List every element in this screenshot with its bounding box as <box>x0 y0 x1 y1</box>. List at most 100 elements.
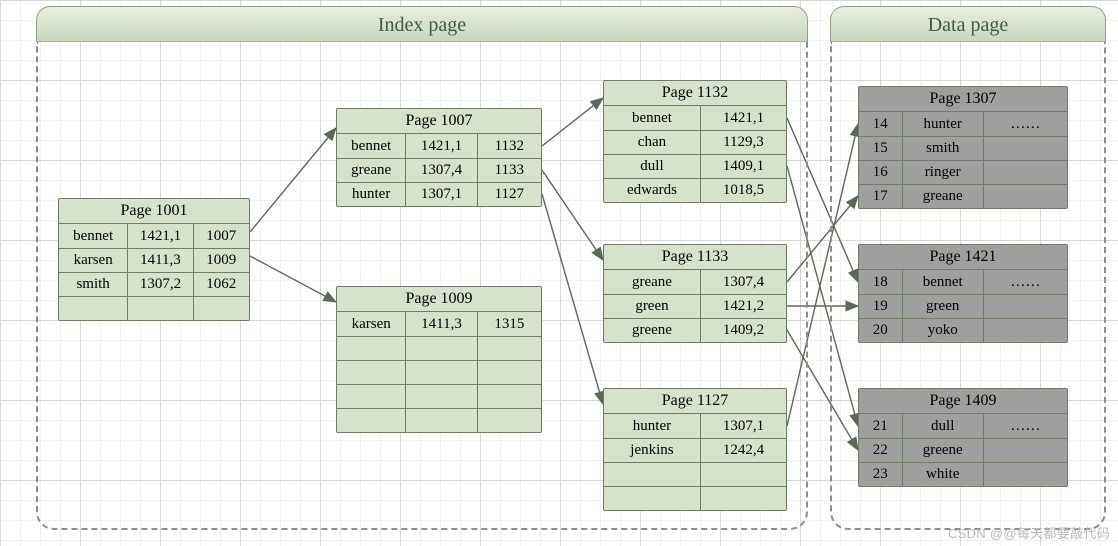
table-cell: bennet <box>337 134 406 158</box>
table-cell: 16 <box>859 160 903 184</box>
table-cell: white <box>903 462 984 486</box>
table-row: chan1129,3 <box>604 130 786 154</box>
table-row: 19green <box>859 294 1067 318</box>
page-p1133: Page 1133greane1307,4green1421,2greene14… <box>603 244 787 343</box>
table-cell <box>984 136 1067 160</box>
table-cell <box>984 160 1067 184</box>
table-row <box>337 384 541 408</box>
table-row: bennet1421,11132 <box>337 134 541 158</box>
table-row: dull1409,1 <box>604 154 786 178</box>
table-cell <box>604 462 701 486</box>
table-cell: ringer <box>903 160 984 184</box>
table-cell <box>984 462 1067 486</box>
table-row: 16ringer <box>859 160 1067 184</box>
table-cell: 1307,1 <box>701 414 786 438</box>
page-title: Page 1127 <box>604 389 786 414</box>
table-cell: karsen <box>59 248 128 272</box>
table-cell: dull <box>903 414 984 438</box>
table-cell: …… <box>984 414 1067 438</box>
table-row: karsen1411,31315 <box>337 312 541 336</box>
table-cell: 15 <box>859 136 903 160</box>
table-cell: 1007 <box>194 224 249 248</box>
page-p1409: Page 140921dull……22greene23white <box>858 388 1068 487</box>
table-cell: karsen <box>337 312 406 336</box>
table-cell <box>406 360 477 384</box>
page-title: Page 1007 <box>337 109 541 134</box>
table-cell <box>59 296 128 320</box>
table-row: bennet1421,1 <box>604 106 786 130</box>
table-cell: 1421,1 <box>701 106 786 130</box>
table-row: greene1409,2 <box>604 318 786 342</box>
table-cell: 1133 <box>478 158 541 182</box>
table-cell: edwards <box>604 178 701 202</box>
page-p1127: Page 1127hunter1307,1jenkins1242,4 <box>603 388 787 511</box>
page-title: Page 1307 <box>859 87 1067 112</box>
table-row: green1421,2 <box>604 294 786 318</box>
page-title: Page 1132 <box>604 81 786 106</box>
table-cell: 1411,3 <box>128 248 193 272</box>
table-cell <box>984 184 1067 208</box>
table-cell: 18 <box>859 270 903 294</box>
table-row <box>604 462 786 486</box>
page-p1007: Page 1007bennet1421,11132greane1307,4113… <box>336 108 542 207</box>
table-cell: green <box>903 294 984 318</box>
table-cell: 20 <box>859 318 903 342</box>
table-row: karsen1411,31009 <box>59 248 249 272</box>
table-cell: 19 <box>859 294 903 318</box>
table-cell: jenkins <box>604 438 701 462</box>
table-cell <box>337 408 406 432</box>
data-region-header: Data page <box>830 6 1106 42</box>
table-cell <box>406 336 477 360</box>
table-cell: greene <box>604 318 701 342</box>
table-cell: chan <box>604 130 701 154</box>
table-cell: greene <box>903 438 984 462</box>
table-cell <box>478 336 541 360</box>
table-cell <box>128 296 193 320</box>
table-cell: 1018,5 <box>701 178 786 202</box>
table-row <box>604 486 786 510</box>
table-row: smith1307,21062 <box>59 272 249 296</box>
table-cell: dull <box>604 154 701 178</box>
table-row: 18bennet…… <box>859 270 1067 294</box>
page-title: Page 1001 <box>59 199 249 224</box>
table-cell <box>194 296 249 320</box>
table-cell <box>984 294 1067 318</box>
table-row: 15smith <box>859 136 1067 160</box>
table-cell: smith <box>59 272 128 296</box>
table-row: edwards1018,5 <box>604 178 786 202</box>
table-cell: smith <box>903 136 984 160</box>
table-row: 21dull…… <box>859 414 1067 438</box>
table-row: greane1307,41133 <box>337 158 541 182</box>
table-cell: 22 <box>859 438 903 462</box>
table-cell: 17 <box>859 184 903 208</box>
table-cell <box>478 360 541 384</box>
table-cell <box>984 438 1067 462</box>
table-row: 23white <box>859 462 1067 486</box>
table-row: 22greene <box>859 438 1067 462</box>
diagram-container: Index pageData page Page 1001bennet1421,… <box>0 0 1118 546</box>
table-cell: 23 <box>859 462 903 486</box>
page-p1001: Page 1001bennet1421,11007karsen1411,3100… <box>58 198 250 321</box>
table-row: hunter1307,11127 <box>337 182 541 206</box>
table-cell: hunter <box>604 414 701 438</box>
table-cell: hunter <box>337 182 406 206</box>
page-p1009: Page 1009karsen1411,31315 <box>336 286 542 433</box>
table-cell: 1421,1 <box>128 224 193 248</box>
table-cell: yoko <box>903 318 984 342</box>
table-cell <box>337 384 406 408</box>
table-cell <box>478 408 541 432</box>
page-title: Page 1133 <box>604 245 786 270</box>
table-cell: greane <box>903 184 984 208</box>
table-cell: 1409,1 <box>701 154 786 178</box>
table-cell: 1315 <box>478 312 541 336</box>
table-cell: 1132 <box>478 134 541 158</box>
table-cell <box>984 318 1067 342</box>
table-cell: 1307,4 <box>701 270 786 294</box>
table-cell: 1129,3 <box>701 130 786 154</box>
table-row <box>337 408 541 432</box>
table-row: 17greane <box>859 184 1067 208</box>
table-row: 20yoko <box>859 318 1067 342</box>
table-cell: 14 <box>859 112 903 136</box>
table-cell <box>406 384 477 408</box>
table-cell: 1307,2 <box>128 272 193 296</box>
